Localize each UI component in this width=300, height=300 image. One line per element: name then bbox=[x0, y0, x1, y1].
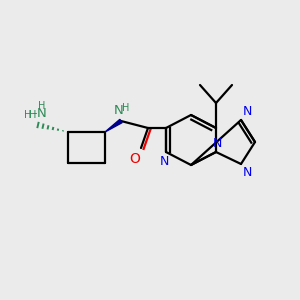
Text: H: H bbox=[24, 110, 32, 120]
Text: N: N bbox=[37, 107, 47, 120]
Text: H: H bbox=[38, 101, 46, 111]
Text: H: H bbox=[122, 103, 129, 113]
Text: H: H bbox=[28, 110, 36, 120]
Text: N: N bbox=[243, 105, 252, 118]
Text: N: N bbox=[114, 104, 124, 117]
Polygon shape bbox=[105, 119, 122, 132]
Text: N: N bbox=[159, 155, 169, 168]
Text: N: N bbox=[212, 137, 222, 150]
Text: O: O bbox=[130, 152, 140, 166]
Text: N: N bbox=[243, 166, 252, 179]
Text: -: - bbox=[33, 107, 37, 120]
